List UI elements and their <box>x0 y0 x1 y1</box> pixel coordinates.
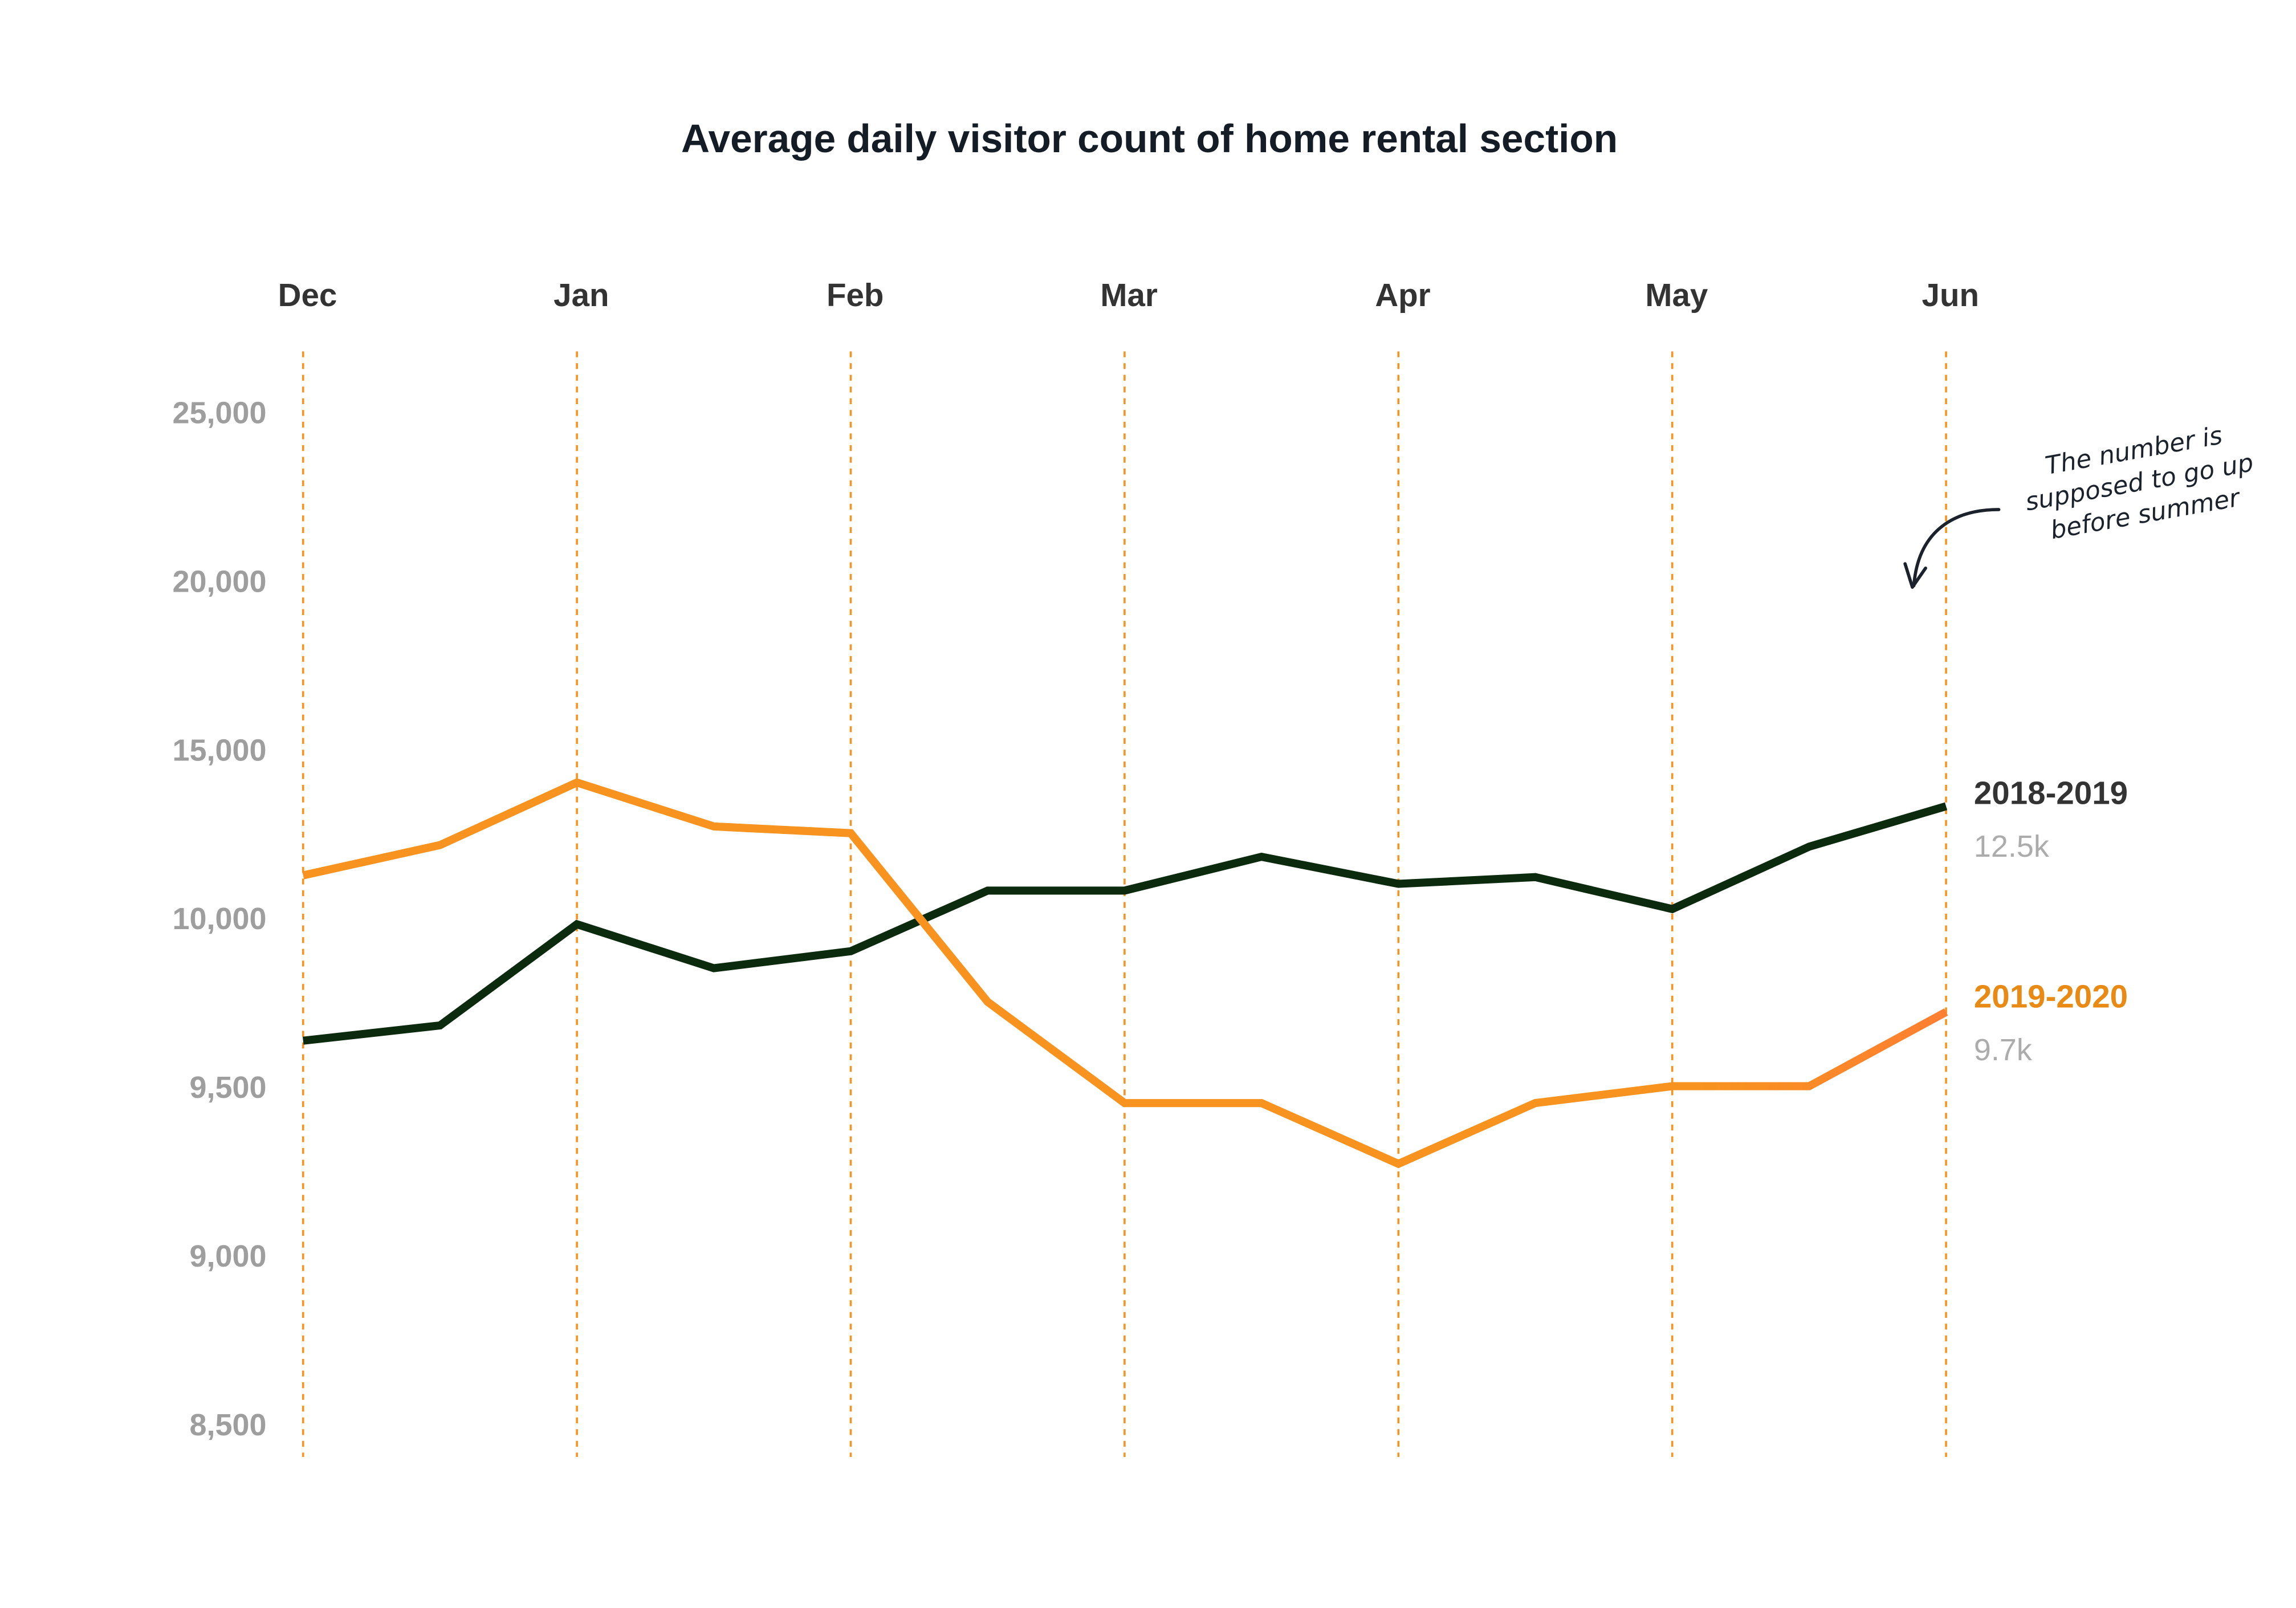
x-tick-label-dec: Dec <box>278 277 337 313</box>
y-tick-label: 20,000 <box>173 564 267 599</box>
x-tick-label-feb: Feb <box>827 277 884 313</box>
x-tick-label-jan: Jan <box>553 277 609 313</box>
series-line-2018-2019 <box>303 806 1946 1040</box>
annotation-arrow-icon <box>1905 510 1998 587</box>
y-tick-label: 9,500 <box>190 1070 267 1105</box>
x-tick-label-apr: Apr <box>1375 277 1430 313</box>
y-tick-label: 9,000 <box>190 1239 267 1273</box>
y-tick-label: 25,000 <box>173 396 267 430</box>
chart-title: Average daily visitor count of home rent… <box>681 116 1618 161</box>
x-tick-label-mar: Mar <box>1100 277 1157 313</box>
y-axis-labels: 25,000 20,000 15,000 10,000 9,500 9,000 8,500 <box>173 396 267 1442</box>
y-tick-label: 8,500 <box>190 1408 267 1442</box>
x-tick-label-jun: Jun <box>1922 277 1979 313</box>
y-tick-label: 15,000 <box>173 733 267 767</box>
y-tick-label: 10,000 <box>173 902 267 936</box>
legend-value-2019-2020: 9.7k <box>1974 1033 2033 1067</box>
gridlines <box>303 352 1946 1458</box>
x-tick-label-may: May <box>1645 277 1708 313</box>
legend-value-2018-2019: 12.5k <box>1974 829 2050 864</box>
x-axis-labels: Dec Jan Feb Mar Apr May Jun <box>278 277 1979 313</box>
legend-label-2019-2020: 2019-2020 <box>1974 978 2128 1014</box>
annotation: The number is supposed to go up before s… <box>2017 416 2261 548</box>
legend-label-2018-2019: 2018-2019 <box>1974 775 2128 811</box>
legend: 2018-2019 12.5k 2019-2020 9.7k <box>1974 775 2128 1067</box>
